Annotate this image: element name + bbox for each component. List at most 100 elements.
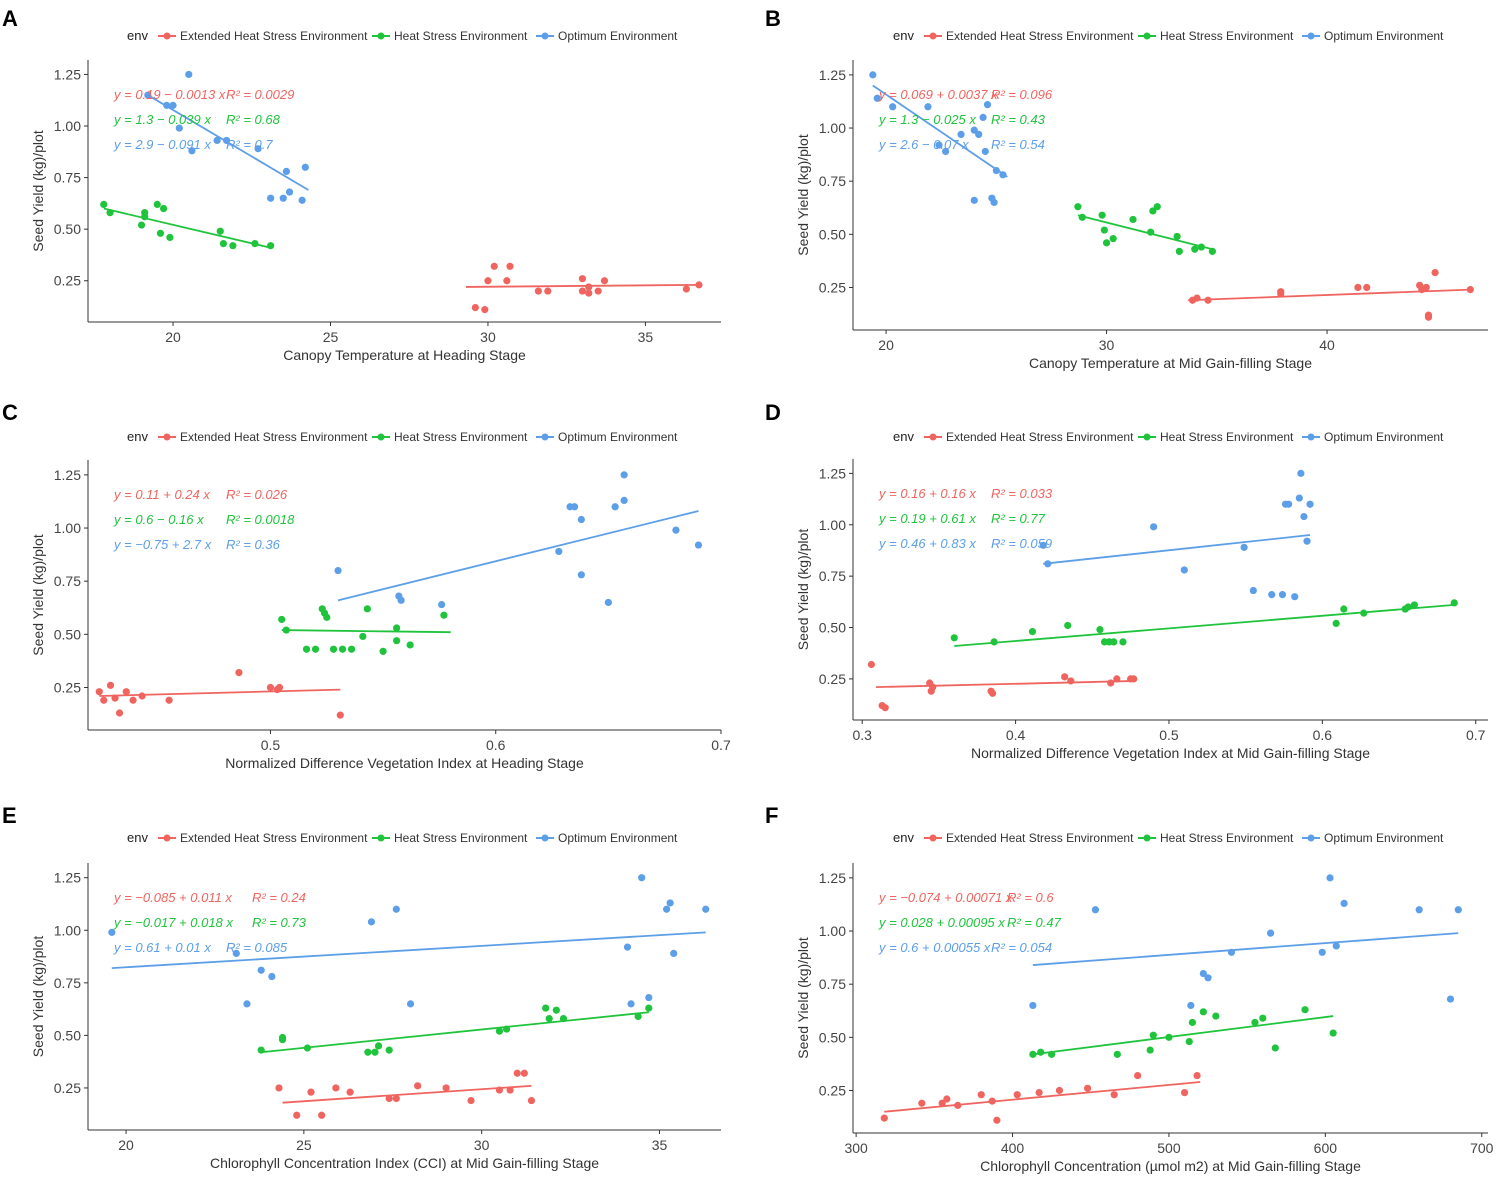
data-point xyxy=(1078,213,1086,221)
data-point xyxy=(1113,1050,1121,1058)
data-point xyxy=(990,638,998,646)
data-point xyxy=(1109,234,1117,243)
data-point xyxy=(666,899,674,907)
legend-label: Optimum Environment xyxy=(558,831,678,845)
data-point xyxy=(392,1094,400,1103)
series-optimum-environment xyxy=(108,874,710,1008)
legend-label: Heat Stress Environment xyxy=(394,430,528,444)
data-point xyxy=(570,503,579,511)
x-tick-label: 40 xyxy=(1319,337,1335,353)
data-point xyxy=(311,645,320,653)
data-point xyxy=(484,277,492,285)
legend-title: env xyxy=(127,830,148,845)
data-point xyxy=(881,704,889,712)
equation-label: y = 2.6 − 0.07 x xyxy=(878,137,969,152)
data-point xyxy=(495,1027,504,1035)
data-point xyxy=(1199,1008,1207,1016)
data-point xyxy=(1180,1089,1189,1097)
data-point xyxy=(520,1069,528,1077)
data-point xyxy=(924,103,932,111)
legend-label: Heat Stress Environment xyxy=(394,831,528,845)
data-point xyxy=(185,70,193,79)
legend-key-dot xyxy=(929,32,937,40)
data-point xyxy=(159,204,168,213)
legend: env Extended Heat Stress Environment Heat … xyxy=(127,429,678,444)
data-point xyxy=(122,688,130,696)
data-point xyxy=(1096,625,1104,634)
data-point xyxy=(1028,628,1037,636)
legend-label: Heat Stress Environment xyxy=(1160,430,1294,444)
data-point xyxy=(266,683,275,692)
r-squared-label: R² = 0.77 xyxy=(991,511,1046,526)
series-heat-stress-environment xyxy=(257,1004,653,1056)
data-point xyxy=(1193,1071,1201,1080)
legend-label: Heat Stress Environment xyxy=(394,29,528,43)
data-point xyxy=(1098,211,1106,219)
data-point xyxy=(585,289,593,297)
data-point xyxy=(672,526,680,534)
data-point xyxy=(1208,247,1216,255)
equation-label: y = 0.6 + 0.00055 x xyxy=(878,940,991,955)
regression-line xyxy=(282,1084,532,1104)
data-point xyxy=(981,147,989,156)
x-tick-label: 25 xyxy=(296,1137,312,1153)
data-point xyxy=(1268,591,1276,599)
r-squared-label: R² = 0.085 xyxy=(226,940,288,955)
data-point xyxy=(935,141,943,149)
data-point xyxy=(254,145,262,153)
r-squared-label: R² = 0.059 xyxy=(991,536,1052,551)
data-point xyxy=(1415,906,1423,914)
r-squared-label: R² = 0.47 xyxy=(1007,915,1062,930)
data-point xyxy=(347,645,356,653)
data-point xyxy=(1354,283,1362,292)
data-point xyxy=(406,641,414,649)
data-point xyxy=(153,200,161,209)
data-point xyxy=(1450,599,1458,607)
x-axis-label: Chlorophyll Concentration (µmol m2) at M… xyxy=(980,1158,1361,1174)
data-point xyxy=(594,287,602,295)
legend-key-dot xyxy=(1307,834,1315,842)
data-point xyxy=(1266,929,1275,937)
y-tick-label: 0.50 xyxy=(54,626,81,642)
regression-line xyxy=(1032,1015,1334,1056)
r-squared-label: R² = 0.096 xyxy=(991,87,1053,102)
data-point xyxy=(1037,1048,1045,1056)
data-point xyxy=(1146,1046,1154,1054)
data-point xyxy=(275,683,284,692)
data-point xyxy=(188,147,196,155)
data-point xyxy=(943,1095,951,1103)
legend-label: Heat Stress Environment xyxy=(1160,831,1294,845)
data-point xyxy=(638,874,646,882)
data-point xyxy=(1360,609,1368,617)
data-point xyxy=(129,696,137,704)
data-point xyxy=(106,209,114,217)
data-point xyxy=(992,166,1000,175)
y-tick-label: 0.50 xyxy=(54,221,81,237)
data-point xyxy=(163,101,171,109)
x-tick-label: 35 xyxy=(638,329,654,345)
legend-label: Extended Heat Stress Environment xyxy=(180,831,368,845)
data-point xyxy=(578,275,587,283)
data-point xyxy=(293,1111,301,1119)
equation-label: y = 0.11 + 0.24 x xyxy=(113,487,210,502)
data-point xyxy=(954,1101,962,1109)
series-optimum-environment xyxy=(1029,874,1462,1010)
data-point xyxy=(585,283,593,291)
equation-label: y = 0.16 + 0.16 x xyxy=(878,486,976,501)
y-tick-label: 0.25 xyxy=(819,279,846,295)
data-point xyxy=(1185,1037,1193,1046)
y-tick-label: 1.25 xyxy=(54,66,81,82)
legend-label: Optimum Environment xyxy=(558,29,678,43)
y-tick-label: 1.25 xyxy=(819,465,846,481)
legend: env Extended Heat Stress Environment Heat … xyxy=(127,830,678,845)
equation-label: y = 1.3 − 0.039 x xyxy=(113,112,211,127)
data-point xyxy=(334,566,342,575)
data-point xyxy=(534,287,542,295)
x-tick-label: 25 xyxy=(323,329,339,345)
x-axis-label: Normalized Difference Vegetation Index a… xyxy=(971,745,1370,761)
data-point xyxy=(544,287,552,295)
data-point xyxy=(506,262,514,270)
data-point xyxy=(889,103,897,111)
y-tick-label: 0.50 xyxy=(819,1029,846,1045)
